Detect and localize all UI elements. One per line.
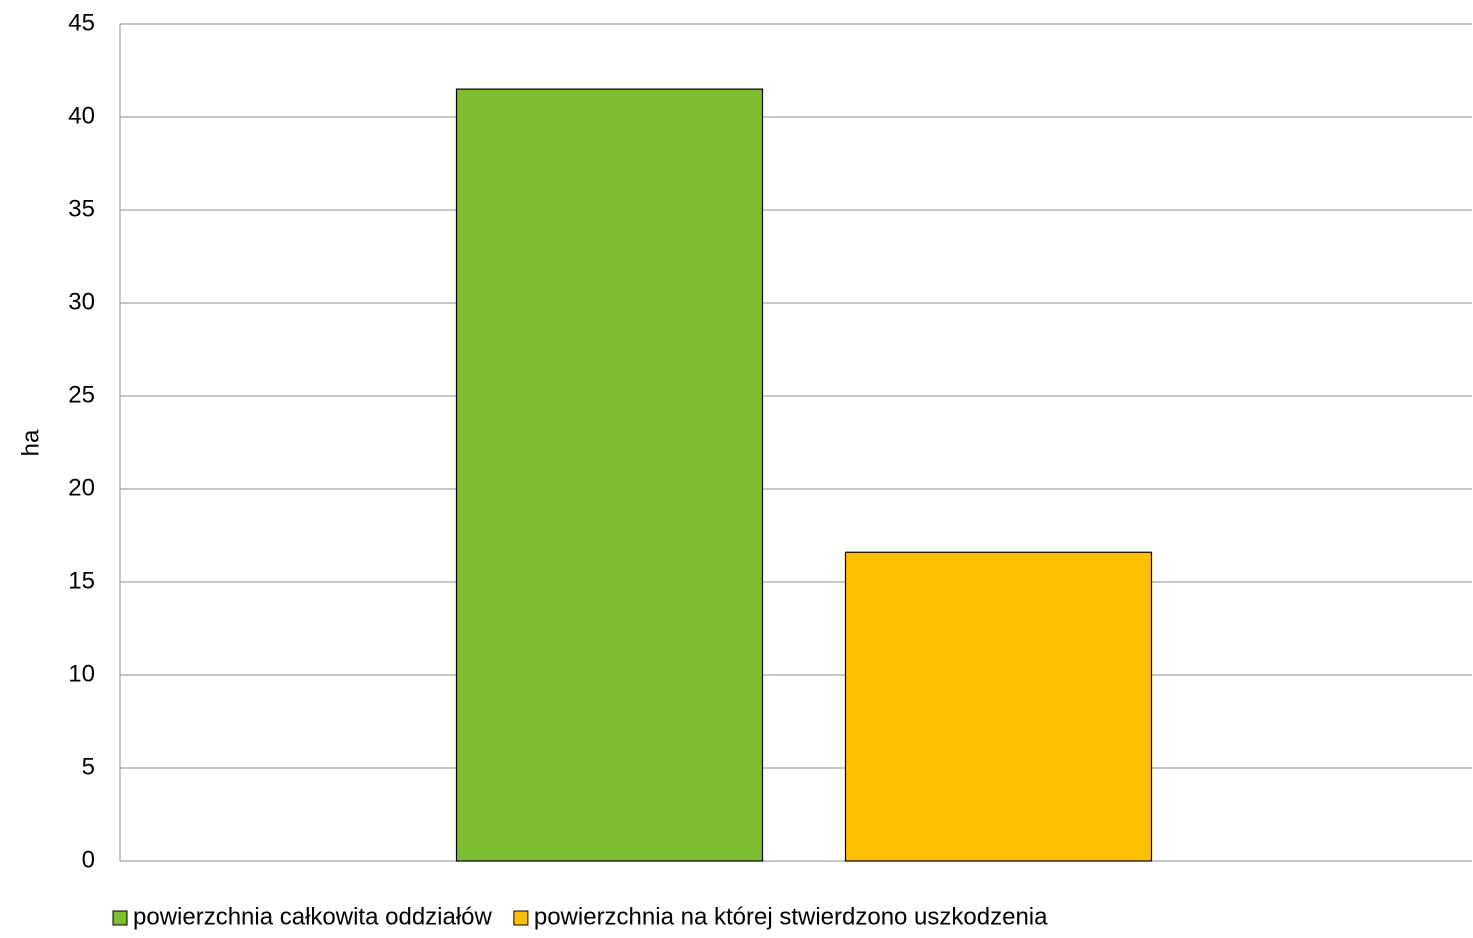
y-tick-label: 20 — [68, 474, 95, 501]
y-tick-label: 0 — [82, 846, 95, 873]
y-axis-title: ha — [17, 429, 44, 456]
legend-swatch — [513, 910, 529, 926]
y-tick-label: 5 — [82, 753, 95, 780]
y-tick-label: 35 — [68, 195, 95, 222]
y-tick-label: 15 — [68, 567, 95, 594]
legend-label: powierzchnia całkowita oddziałów — [133, 903, 493, 930]
y-tick-label: 25 — [68, 381, 95, 408]
bar — [844, 551, 1153, 862]
y-tick-label: 45 — [68, 9, 95, 36]
y-tick-label: 30 — [68, 288, 95, 315]
legend-label: powierzchnia na której stwierdzono uszko… — [534, 903, 1048, 930]
bar — [455, 88, 764, 862]
legend-swatch — [112, 910, 128, 926]
y-tick-label: 10 — [68, 660, 95, 687]
y-tick-label: 40 — [68, 102, 95, 129]
